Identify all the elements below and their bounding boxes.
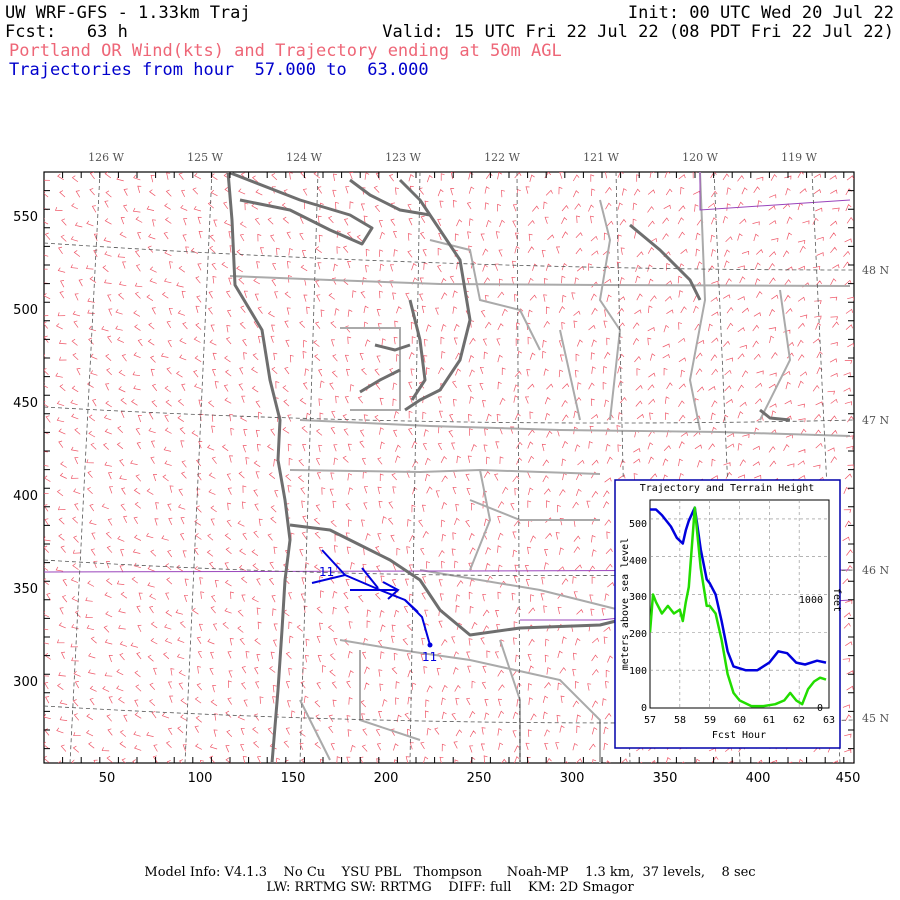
inset-y-tick: 100 [629,666,647,677]
x-tick: 50 [99,771,116,786]
lon-label: 126 W [88,151,124,164]
trajectory-height-line [650,506,827,672]
inset-x-ticks: 57 58 59 60 61 62 63 [644,715,835,726]
x-tick: 250 [467,771,492,786]
y-tick: 450 [13,396,38,411]
lat-label: 46 N [862,564,889,577]
x-tick: 100 [188,771,213,786]
inset-x-tick: 62 [793,715,805,726]
inset-right-tick: 1000 [799,595,823,606]
terrain-height-line [650,506,827,708]
frame-ticks [43,171,854,763]
y-axis-ticks: 550 500 450 400 350 300 [13,210,38,690]
lat-label: 48 N [862,264,889,277]
trajectory-subtitle: Trajectories from hour 57.000 to 63.000 [9,60,429,80]
init-time: Init: 00 UTC Wed 20 Jul 22 [627,3,894,23]
inset-x-tick: 60 [734,715,746,726]
latitude-labels: 48 N 47 N 46 N 45 N [862,264,889,725]
state-lines [229,172,851,763]
lon-label: 125 W [187,151,223,164]
x-tick: 300 [560,771,585,786]
wind-subtitle: Portland OR Wind(kts) and Trajectory end… [9,41,562,61]
inset-x-tick: 59 [704,715,716,726]
valid-time: Valid: 15 UTC Fri 22 Jul 22 (08 PDT Fri … [382,22,894,42]
lon-label: 123 W [385,151,421,164]
forecast-hour: Fcst: 63 h [5,22,128,42]
x-tick: 350 [653,771,678,786]
y-tick: 550 [13,210,38,225]
inset-title: Trajectory and Terrain Height [640,483,815,494]
frame-tick-marks [43,171,854,763]
y-tick: 300 [13,675,38,690]
longitude-labels: 126 W 125 W 124 W 123 W 122 W 121 W 120 … [88,151,817,164]
lon-label: 120 W [682,151,718,164]
inset-x-tick: 61 [763,715,775,726]
inset-grid [650,500,829,708]
trajectory-start-label: 11 [319,565,334,579]
inset-right-zero: 0 [817,703,823,714]
coastline [226,172,791,763]
x-tick: 200 [374,771,399,786]
y-tick: 350 [13,582,38,597]
x-axis-ticks: 50 100 150 200 250 300 350 400 450 [99,771,861,786]
inset-chart: Trajectory and Terrain Height 57 58 59 6… [614,479,842,749]
inset-x-tick: 58 [674,715,686,726]
map-title: UW WRF-GFS - 1.33km Traj [5,3,251,23]
inset-y-ticks: 0 100 200 300 400 500 [629,519,647,714]
lon-label: 119 W [781,151,817,164]
y-tick: 400 [13,489,38,504]
lon-label: 122 W [484,151,520,164]
inset-y-tick: 300 [629,592,647,603]
lon-label: 124 W [286,151,322,164]
model-info-physics: LW: RRTMG SW: RRTMG DIFF: full KM: 2D Sm… [266,880,634,895]
inset-y-tick: 0 [641,703,647,714]
inset-xlabel: Fcst Hour [712,730,766,741]
trajectory-end-marker [427,642,433,648]
inset-x-tick: 57 [644,715,656,726]
x-tick: 450 [836,771,861,786]
trajectory-end-label: 11 [422,650,437,664]
model-info: Model Info: V4.1.3 No Cu YSU PBL Thompso… [144,865,756,880]
inset-ylabel-left: meters above sea level [620,538,631,670]
lat-label: 47 N [862,414,889,427]
inset-y-tick: 500 [629,519,647,530]
x-tick: 150 [281,771,306,786]
inset-ylabel-right: feet [831,588,842,612]
lat-label: 45 N [862,712,889,725]
lon-label: 121 W [583,151,619,164]
inset-x-tick: 63 [823,715,835,726]
inset-y-tick: 200 [629,629,647,640]
y-tick: 500 [13,303,38,318]
inset-series [650,506,827,708]
trajectory [311,549,431,646]
inset-y-tick: 400 [629,556,647,567]
x-tick: 400 [746,771,771,786]
